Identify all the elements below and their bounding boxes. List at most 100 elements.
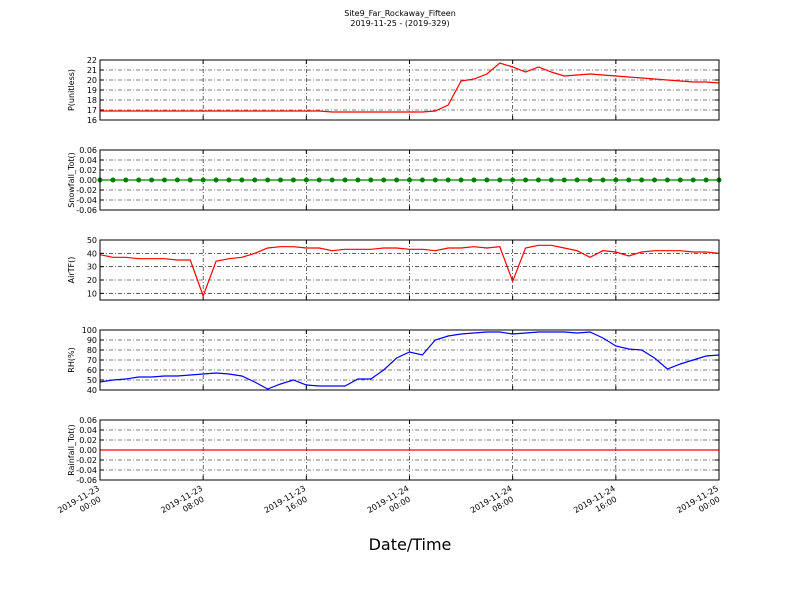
y-tick-label: 50 [87,376,97,385]
y-tick-label: -0.06 [76,206,97,215]
y-axis-label: P(unitless) [67,69,76,111]
plot-frame [99,239,720,301]
data-point [149,177,155,183]
chart-title: Site9_Far_Rockaway_Fifteen [344,9,456,18]
data-point [110,177,116,183]
data-point [600,177,606,183]
y-tick-label: 18 [87,96,97,105]
y-axis-label-group: P(unitless) [67,69,76,111]
data-point [510,177,516,183]
y-tick-label: 17 [87,106,97,115]
chart-subtitle: 2019-11-25 - (2019-329) [350,19,449,28]
y-tick-label: -0.04 [76,466,97,475]
y-tick-label: 30 [87,263,97,272]
y-tick-label: 19 [87,86,97,95]
y-tick-label: 0.00 [79,446,97,455]
y-tick-label: 70 [87,356,97,365]
y-tick-label: -0.02 [76,186,97,195]
data-point [523,177,529,183]
data-point [394,177,400,183]
data-point [226,177,232,183]
data-point [548,177,554,183]
data-point [652,177,658,183]
y-tick-label: 90 [87,336,97,345]
y-axis-label: Snowfall_Tot() [67,152,76,208]
plot-frame [99,419,720,481]
data-point [355,177,361,183]
data-point [123,177,129,183]
data-point [368,177,374,183]
data-point [303,177,309,183]
y-tick-label: 16 [87,116,97,125]
plot-frame [99,149,720,211]
data-point [445,177,451,183]
y-tick-label: 0.06 [79,416,97,425]
y-axis-label: RH(%) [67,347,76,372]
y-tick-label: 40 [87,249,97,258]
data-line [100,62,720,113]
y-axis-label-group: AirTF() [67,257,76,284]
data-point [278,177,284,183]
data-point [535,177,541,183]
data-point [664,177,670,183]
y-tick-label: 0.06 [79,146,97,155]
data-point [626,177,632,183]
data-point [639,177,645,183]
data-point [316,177,322,183]
plot-frame [99,59,720,121]
data-point [497,177,503,183]
data-point [484,177,490,183]
y-tick-label: 0.02 [79,166,97,175]
data-point [458,177,464,183]
data-point [381,177,387,183]
y-tick-label: 50 [87,236,97,245]
y-tick-label: 80 [87,346,97,355]
y-tick-label: 20 [87,76,97,85]
y-tick-label: 100 [82,326,97,335]
data-point [265,177,271,183]
y-tick-label: 0.04 [79,156,97,165]
y-tick-label: 22 [87,56,97,65]
data-point [329,177,335,183]
y-axis-label: Rainfall_Tot() [67,424,76,476]
y-tick-label: -0.02 [76,456,97,465]
y-tick-label: 40 [87,386,97,395]
y-tick-label: 0.00 [79,176,97,185]
y-tick-label: 20 [87,276,97,285]
data-line [99,331,720,390]
data-line [99,244,720,298]
y-axis-label-group: RH(%) [67,347,76,372]
data-point [587,177,593,183]
data-point [574,177,580,183]
data-point [213,177,219,183]
data-point [161,177,167,183]
data-point [419,177,425,183]
x-axis-label: Date/Time [369,535,452,554]
data-point [239,177,245,183]
y-tick-label: -0.06 [76,476,97,485]
data-point [690,177,696,183]
data-point [677,177,683,183]
y-tick-label: 0.02 [79,436,97,445]
y-tick-label: -0.04 [76,196,97,205]
y-tick-label: 60 [87,366,97,375]
data-point [187,177,193,183]
y-axis-label: AirTF() [67,257,76,284]
data-point [432,177,438,183]
data-point [252,177,258,183]
data-point [342,177,348,183]
y-tick-label: 0.04 [79,426,97,435]
data-point [703,177,709,183]
data-point [174,177,180,183]
y-tick-label: 10 [87,289,97,298]
data-point [561,177,567,183]
plot-frame [99,329,720,391]
data-point [200,177,206,183]
data-point [471,177,477,183]
data-point [290,177,296,183]
data-point [613,177,619,183]
y-axis-label-group: Snowfall_Tot() [67,152,76,208]
data-point [407,177,412,183]
y-tick-label: 21 [87,66,97,75]
